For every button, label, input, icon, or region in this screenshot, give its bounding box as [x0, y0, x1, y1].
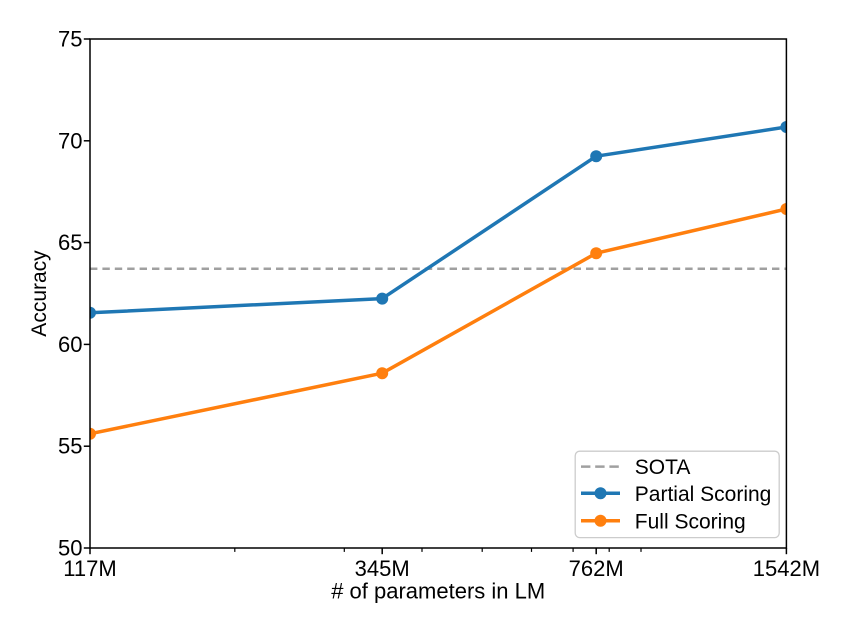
svg-text:75: 75	[58, 27, 82, 52]
svg-text:117M: 117M	[63, 556, 116, 581]
svg-text:Accuracy: Accuracy	[28, 250, 51, 337]
svg-text:SOTA: SOTA	[635, 456, 691, 479]
svg-text:# of parameters in LM: # of parameters in LM	[331, 579, 545, 604]
svg-text:65: 65	[58, 230, 82, 255]
svg-text:60: 60	[58, 332, 82, 357]
svg-text:50: 50	[58, 536, 82, 561]
svg-text:762M: 762M	[569, 556, 624, 581]
svg-text:Full Scoring: Full Scoring	[635, 510, 746, 533]
svg-text:345M: 345M	[355, 556, 410, 581]
svg-text:Partial Scoring: Partial Scoring	[635, 483, 772, 506]
svg-text:1542M: 1542M	[753, 556, 820, 581]
svg-text:70: 70	[58, 128, 82, 153]
svg-text:55: 55	[58, 434, 82, 459]
